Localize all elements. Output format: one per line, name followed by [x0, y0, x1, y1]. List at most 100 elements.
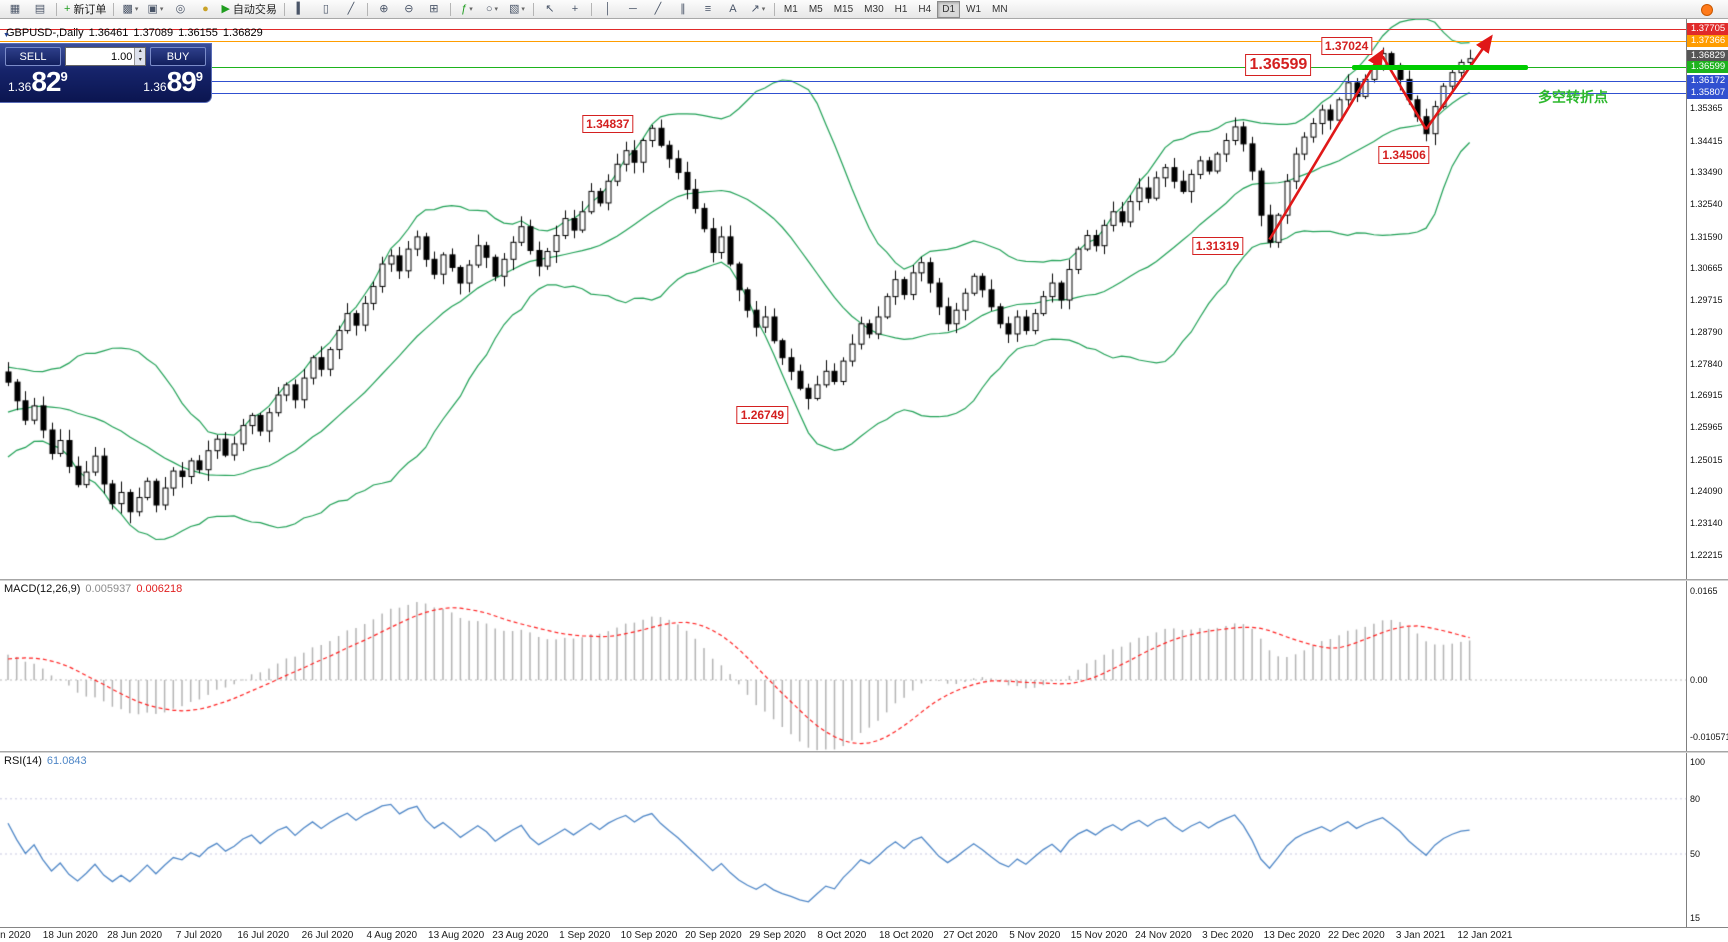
volume-down-button[interactable]: ▾: [134, 56, 145, 65]
candlestick-chart-type-icon[interactable]: ▯: [314, 0, 338, 19]
market-watch-icon[interactable]: ▦: [3, 0, 27, 19]
chart-header: GBPUSD-,Daily 1.36461 1.37089 1.36155 1.3682…: [6, 27, 268, 39]
rsi-canvas[interactable]: [0, 753, 1686, 927]
templates-button[interactable]: ▧ ▾: [505, 0, 529, 19]
price-scale-label: 1.32540: [1690, 199, 1723, 210]
templates-glyph: ▧: [508, 2, 520, 15]
close-value: 1.36829: [222, 27, 263, 39]
timeframe-m30[interactable]: M30: [864, 3, 884, 15]
zoom-in-button[interactable]: ⊕: [372, 0, 396, 19]
horizontal-level-line[interactable]: [0, 81, 1686, 82]
price-level-badge: 1.37366: [1687, 34, 1728, 47]
periods-glyph: ○: [485, 2, 493, 15]
price-scale-label: 1.27840: [1690, 358, 1723, 369]
sell-price-prefix: 1.36: [8, 80, 32, 94]
support-highlight-line[interactable]: [1352, 64, 1528, 70]
fibonacci-button[interactable]: ≡: [696, 0, 720, 19]
macd-name: MACD(12,26,9): [4, 583, 81, 595]
strategy-tester-icon[interactable]: ◎: [168, 0, 192, 19]
timeframe-mn[interactable]: MN: [992, 3, 1008, 15]
timeframe-m5[interactable]: M5: [808, 3, 823, 15]
rsi-scale-label: 80: [1690, 793, 1701, 804]
volume-up-button[interactable]: ▴: [134, 48, 145, 57]
panel-separator[interactable]: [0, 751, 1728, 753]
cursor-glyph: ↖: [545, 2, 555, 15]
horizontal-level-line[interactable]: [0, 40, 1686, 42]
candlestick-chart-type-glyph: ▯: [322, 2, 329, 15]
price-annotation[interactable]: 1.36599: [1245, 53, 1312, 76]
arrows-button[interactable]: ↗ ▾: [746, 0, 770, 19]
vertical-line-button[interactable]: │: [596, 0, 620, 19]
equidistant-channel-button[interactable]: ∥: [671, 0, 695, 19]
trend-arrow[interactable]: [1268, 48, 1384, 241]
dropdown-caret-icon: ▾: [521, 6, 525, 13]
dropdown-caret-icon: ▾: [761, 6, 766, 13]
zoom-out-glyph: ⊖: [404, 2, 414, 15]
sell-button[interactable]: SELL: [5, 47, 61, 66]
sell-price-display[interactable]: 1.36829: [8, 66, 68, 98]
new-chart-icon[interactable]: ▩ ▾: [118, 0, 142, 19]
volume-input[interactable]: [66, 48, 135, 65]
macd-value: 0.005937: [85, 583, 132, 595]
time-axis-label: 7 Jul 2020: [175, 930, 222, 941]
profiles-glyph: ▣: [147, 2, 158, 15]
timeframe-h1[interactable]: H1: [894, 3, 908, 15]
time-axis-label: 15 Nov 2020: [1070, 930, 1128, 941]
rsi-label: RSI(14) 61.0843: [4, 755, 92, 767]
price-scale[interactable]: 1.35365 1.34415 1.33490 1.32540 1.31590 1.306…: [1686, 19, 1728, 927]
timeframe-m1[interactable]: M1: [783, 3, 798, 15]
alerts-icon[interactable]: ●: [193, 0, 217, 19]
horizontal-level-line[interactable]: [0, 66, 1686, 68]
horizontal-line-button[interactable]: ─: [621, 0, 645, 19]
time-axis[interactable]: 8 Jun 2020 18 Jun 2020 28 Jun 2020 7 Jul 20…: [0, 927, 1728, 942]
profiles-icon[interactable]: ▣ ▾: [143, 0, 167, 19]
timeframe-d1[interactable]: D1: [937, 0, 961, 18]
horizontal-level-line[interactable]: [0, 93, 1686, 95]
trend-arrows-layer: [1268, 34, 1493, 241]
trend-arrow[interactable]: [1425, 34, 1493, 131]
horizontal-line-glyph: ─: [629, 2, 637, 15]
cursor-button[interactable]: ↖: [538, 0, 562, 19]
timeframe-m15[interactable]: M15: [833, 3, 854, 15]
price-annotation[interactable]: 1.34506: [1378, 145, 1430, 164]
navigator-icon[interactable]: ▤: [28, 0, 52, 19]
crosshair-button[interactable]: +: [563, 0, 587, 19]
price-scale-label: 1.25015: [1690, 454, 1723, 465]
toolbar-separator: [283, 2, 285, 16]
price-scale-label: 1.34415: [1690, 135, 1723, 146]
panel-separator[interactable]: [0, 579, 1728, 581]
line-chart-type-icon[interactable]: ╱: [339, 0, 363, 19]
price-annotation[interactable]: 1.26749: [736, 405, 789, 424]
one-click-prices: 1.36829 1.36899: [5, 66, 206, 98]
collapse-oneclick-icon[interactable]: ▼: [3, 32, 10, 39]
time-axis-label: 22 Dec 2020: [1327, 930, 1385, 941]
macd-canvas[interactable]: [0, 581, 1686, 751]
autotrading-button[interactable]: ▶ 自动交易: [218, 0, 279, 19]
tile-windows-button[interactable]: ⊞: [422, 0, 446, 19]
indicators-glyph: ƒ: [461, 2, 468, 15]
macd-label: MACD(12,26,9) 0.005937 0.006218: [4, 583, 187, 595]
toolbar-separator: [113, 2, 115, 16]
bar-chart-type-glyph: ▍: [296, 2, 306, 15]
price-scale-label: 1.30665: [1690, 262, 1723, 273]
sell-price-big: 82: [31, 66, 61, 97]
macd-scale-label: -0.010571: [1690, 732, 1728, 743]
price-scale-label: 1.31590: [1690, 231, 1723, 242]
timeframe-h4[interactable]: H4: [918, 3, 932, 15]
indicators-button[interactable]: ƒ ▾: [455, 0, 479, 19]
new-order-button[interactable]: + 新订单: [61, 0, 109, 19]
price-chart-canvas[interactable]: [0, 19, 1686, 579]
horizontal-level-line[interactable]: [0, 29, 1686, 30]
zoom-out-button[interactable]: ⊖: [397, 0, 421, 19]
trendline-button[interactable]: ╱: [646, 0, 670, 19]
text-button[interactable]: A: [721, 0, 745, 19]
price-annotation[interactable]: 1.37024: [1320, 37, 1373, 56]
price-annotation[interactable]: 1.34837: [582, 115, 634, 134]
timeframe-w1[interactable]: W1: [966, 3, 982, 15]
buy-price-display[interactable]: 1.36899: [143, 66, 203, 98]
bar-chart-type-icon[interactable]: ▍: [289, 0, 313, 19]
notification-icon[interactable]: [1701, 4, 1713, 16]
buy-button[interactable]: BUY: [150, 47, 206, 66]
periods-button[interactable]: ○ ▾: [480, 0, 504, 19]
price-annotation[interactable]: 1.31319: [1191, 236, 1244, 255]
